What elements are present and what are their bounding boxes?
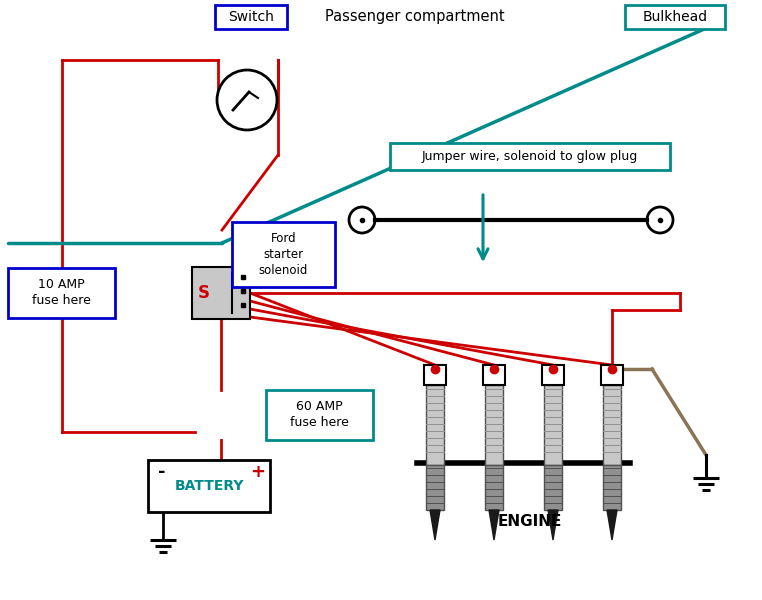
- Text: BATTERY: BATTERY: [174, 479, 244, 493]
- Text: Bulkhead: Bulkhead: [642, 10, 708, 24]
- Bar: [544, 385, 562, 465]
- Bar: [544, 465, 562, 510]
- Bar: [192, 267, 250, 319]
- Bar: [603, 465, 621, 510]
- Bar: [485, 465, 503, 510]
- Bar: [390, 143, 670, 170]
- Bar: [483, 365, 505, 385]
- Text: Jumper wire, solenoid to glow plug: Jumper wire, solenoid to glow plug: [422, 150, 638, 163]
- Bar: [542, 365, 564, 385]
- Bar: [8, 268, 115, 318]
- Text: ENGINE: ENGINE: [498, 514, 562, 529]
- Bar: [603, 385, 621, 465]
- Polygon shape: [607, 510, 617, 540]
- Text: Passenger compartment: Passenger compartment: [325, 8, 504, 23]
- Bar: [424, 365, 446, 385]
- Text: Ford
starter
solenoid: Ford starter solenoid: [259, 232, 308, 277]
- Text: Switch: Switch: [228, 10, 274, 24]
- Bar: [215, 5, 287, 29]
- Bar: [148, 460, 270, 512]
- Bar: [601, 365, 623, 385]
- Text: 10 AMP
fuse here: 10 AMP fuse here: [32, 278, 91, 307]
- Bar: [426, 465, 444, 510]
- Polygon shape: [489, 510, 499, 540]
- Text: +: +: [251, 463, 265, 481]
- Bar: [232, 222, 335, 287]
- Bar: [266, 390, 373, 440]
- Text: 60 AMP
fuse here: 60 AMP fuse here: [290, 401, 349, 430]
- Text: S: S: [198, 284, 210, 302]
- Bar: [426, 385, 444, 465]
- Bar: [485, 385, 503, 465]
- Text: -: -: [158, 463, 166, 481]
- Bar: [625, 5, 725, 29]
- Polygon shape: [548, 510, 558, 540]
- Polygon shape: [430, 510, 440, 540]
